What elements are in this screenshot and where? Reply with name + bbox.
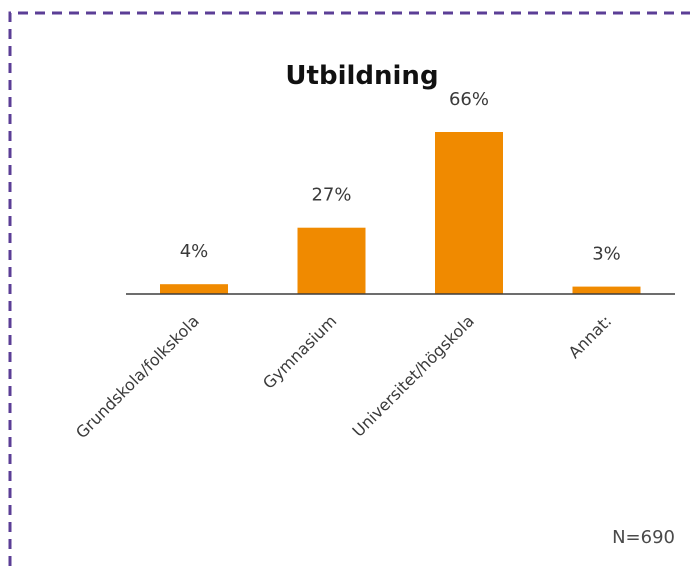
data-label: 3% bbox=[592, 244, 621, 265]
tick-label: Gymnasium bbox=[259, 311, 340, 392]
data-labels-group: 4% 27% 66% 3% bbox=[180, 89, 621, 265]
bar bbox=[160, 284, 228, 294]
data-label: 66% bbox=[449, 89, 489, 110]
sample-size-note: N=690 bbox=[612, 527, 675, 548]
tick-label: Universitet/högskola bbox=[348, 311, 477, 440]
tick-label: Grundskola/folkskola bbox=[72, 311, 203, 442]
data-label: 27% bbox=[311, 185, 351, 206]
frame-border bbox=[8, 11, 690, 566]
data-label: 4% bbox=[180, 241, 209, 262]
chart-title: Utbildning bbox=[285, 61, 438, 91]
bars-group bbox=[160, 132, 641, 294]
bar bbox=[435, 132, 503, 294]
bar bbox=[297, 227, 366, 294]
tick-label: Annat: bbox=[565, 311, 616, 362]
tick-labels-group: Grundskola/folkskola Gymnasium Universitet… bbox=[72, 311, 615, 442]
bar bbox=[572, 286, 641, 294]
